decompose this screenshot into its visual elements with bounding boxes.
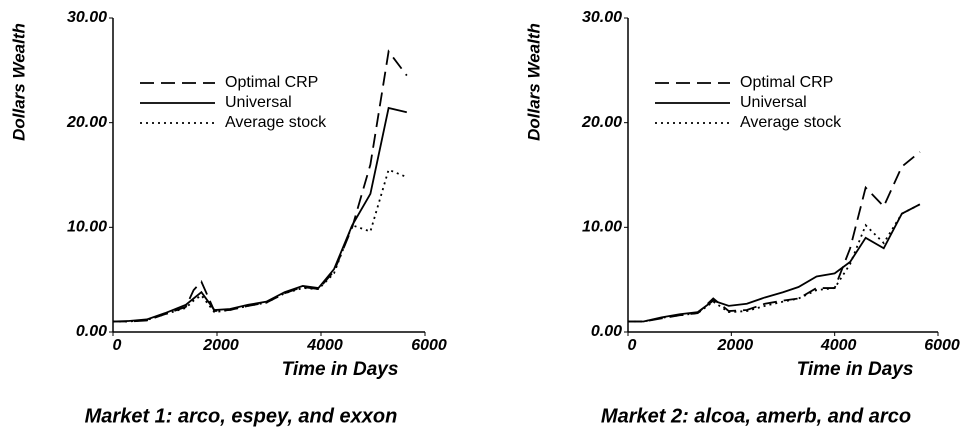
series-line (628, 203, 921, 323)
x-axis-label: Time in Days (797, 359, 914, 380)
y-tick-label: 10.00 (582, 219, 622, 236)
y-tick-label: 30.00 (67, 9, 107, 26)
x-tick-label: 4000 (820, 337, 857, 354)
series-line (628, 151, 921, 323)
legend-label: Universal (225, 94, 292, 111)
y-axis-label: Dollars Wealth (9, 23, 28, 141)
legend-label: Average stock (740, 114, 842, 131)
chart-title: Market 1: arco, espey, and exxon (85, 405, 398, 427)
y-axis-label: Dollars Wealth (524, 23, 543, 141)
series-line (113, 168, 408, 323)
series-line (113, 49, 408, 323)
y-tick-label: 0.00 (591, 323, 622, 340)
x-tick-label: 0 (113, 337, 122, 354)
y-tick-label: 20.00 (66, 114, 107, 131)
series-line (112, 106, 408, 323)
x-tick-label: 2000 (202, 337, 239, 354)
y-tick-label: 30.00 (582, 9, 622, 26)
y-tick-label: 10.00 (67, 219, 107, 236)
legend-label: Optimal CRP (225, 74, 318, 91)
legend-label: Universal (740, 94, 807, 111)
x-tick-label: 2000 (717, 337, 754, 354)
x-tick-label: 0 (628, 337, 637, 354)
legend-label: Average stock (225, 114, 327, 131)
y-tick-label: 0.00 (76, 323, 107, 340)
y-tick-label: 20.00 (581, 114, 622, 131)
chart-title: Market 2: alcoa, amerb, and arco (601, 405, 911, 427)
legend-label: Optimal CRP (740, 74, 833, 91)
x-axis-label: Time in Days (282, 359, 399, 380)
x-tick-label: 4000 (306, 337, 343, 354)
x-tick-label: 6000 (924, 337, 960, 354)
series-line (628, 203, 921, 323)
x-tick-label: 6000 (411, 337, 447, 354)
